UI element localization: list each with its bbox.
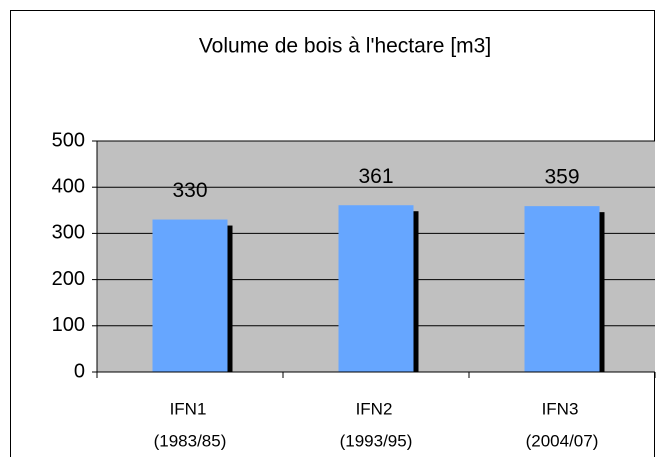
bar [338,205,414,372]
x-tick-sublabel: (1983/85) [154,431,227,450]
bar [152,219,228,372]
y-tick-label: 0 [74,360,85,382]
y-tick-label: 400 [52,175,85,197]
x-tick-label: IFN2 [356,399,393,418]
y-tick-label: 300 [52,222,85,244]
data-label: 330 [172,179,207,202]
x-tick-label: IFN1 [170,399,207,418]
x-tick-sublabel: (2004/07) [526,431,599,450]
y-tick-label: 100 [52,314,85,336]
data-label: 359 [544,166,579,189]
y-tick-label: 200 [52,268,85,290]
bar [524,206,600,372]
x-tick-sublabel: (1993/95) [340,431,413,450]
data-label: 361 [358,165,393,188]
y-tick-label: 500 [52,129,85,151]
chart-title: Volume de bois à l'hectare [m3] [199,35,491,58]
x-tick-label: IFN3 [542,399,579,418]
